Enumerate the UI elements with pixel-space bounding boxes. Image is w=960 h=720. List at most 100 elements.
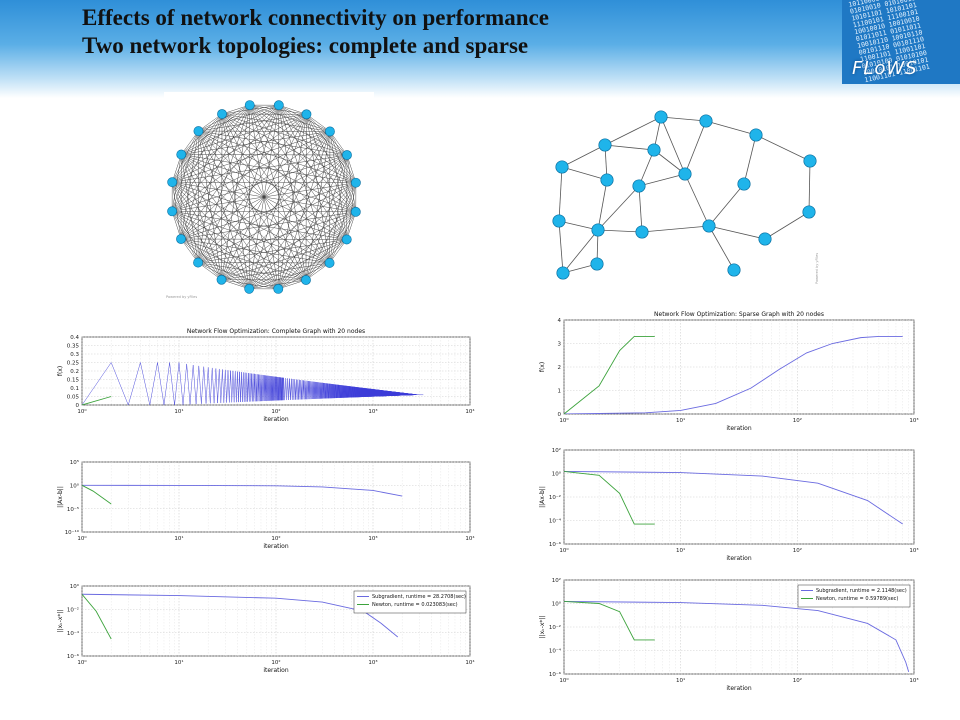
graph-node	[632, 179, 646, 193]
graph-edge	[221, 113, 330, 132]
plot-sparse-residual: 10⁻⁶ 10⁻⁴ 10⁻² 10⁰ 10² 10⁰ 10¹ 10² 10³ iteration |…	[534, 440, 930, 570]
graph-node	[635, 225, 649, 239]
graph-node	[802, 205, 816, 219]
graph-edge	[171, 130, 199, 212]
y-tick-label: 1	[558, 389, 562, 395]
x-tick-label: 10²	[271, 659, 280, 666]
series-line	[82, 593, 399, 638]
plot-title: Network Flow Optimization: Sparse Graph …	[654, 311, 824, 318]
sparse-graph-svg: Powered by yFiles	[552, 110, 819, 284]
graph-edge	[198, 131, 222, 280]
graph-edge	[198, 130, 307, 281]
plot-sparse-error-svg: 10⁻⁶ 10⁻⁴ 10⁻² 10⁰ 10² 10⁰ 10¹ 10² 10³ iteration |…	[539, 577, 919, 692]
y-axis-label: ||xₖ-x*||	[539, 616, 546, 639]
graph-edge	[172, 211, 307, 281]
graph-node	[552, 214, 566, 228]
series-group	[564, 470, 903, 525]
legend-box	[797, 584, 911, 608]
graph-edge	[305, 154, 348, 281]
graph-edge	[180, 238, 307, 281]
y-tick-label: 10⁵	[70, 459, 79, 466]
legend-label: Subgradient, runtime = 28.2708(sec)	[372, 594, 466, 600]
graph-node	[350, 206, 361, 217]
x-tick-label: 10³	[368, 659, 377, 666]
y-axis-label: ||Ax-b||	[57, 486, 64, 508]
graph-edge	[198, 130, 347, 240]
series-line	[564, 470, 903, 525]
graph-edge	[171, 182, 199, 263]
graph-edge	[755, 134, 811, 162]
graph-edge	[172, 105, 279, 183]
graph-node	[803, 154, 817, 168]
y-tick-label: 10⁻⁴	[549, 648, 562, 655]
graph-node	[600, 173, 614, 187]
x-axis-label: iteration	[726, 425, 752, 432]
graph-edge	[660, 116, 707, 122]
graph-edge	[221, 113, 330, 264]
plot-title: Network Flow Optimization: Complete Grap…	[187, 328, 365, 335]
graph-edge	[221, 105, 250, 280]
graph-edge	[249, 105, 307, 281]
graph-node	[167, 177, 178, 188]
legend-label: Newton, runtime = 0.023083(sec)	[372, 602, 458, 608]
graph-node	[749, 128, 763, 142]
legend-box	[353, 590, 467, 614]
graph-edge	[278, 182, 357, 290]
y-tick-label: 0.1	[70, 386, 79, 392]
graph-node	[727, 263, 741, 277]
graph-edge	[180, 113, 223, 240]
graph-edge	[249, 104, 356, 212]
series-line	[564, 470, 655, 525]
series-group	[564, 600, 910, 673]
graph-node	[273, 100, 284, 111]
y-axis-label: f(x)	[57, 366, 64, 376]
graph-edge	[198, 104, 279, 132]
x-tick-label: 10¹	[676, 417, 685, 424]
graph-edge	[708, 225, 766, 240]
graph-node	[273, 283, 284, 294]
graph-node	[325, 126, 335, 137]
graph-edge	[249, 104, 357, 183]
slide-title-line2: Two network topologies: complete and spa…	[82, 33, 529, 58]
x-tick-label: 10⁴	[465, 408, 475, 415]
y-axis-label: f(x)	[539, 362, 546, 372]
x-tick-label: 10⁰	[77, 408, 87, 415]
x-tick-label: 10³	[368, 535, 377, 542]
y-tick-label: 10²	[552, 577, 561, 584]
graph-edge	[181, 104, 250, 155]
y-tick-label: 10⁻²	[67, 607, 79, 614]
graph-edge	[171, 211, 279, 290]
graph-edge	[221, 113, 356, 183]
graph-edge	[278, 105, 280, 289]
plot-sparse-fx-svg: 0 1 2 3 4 10⁰ 10¹ 10² 10³ Network Flow Optimizati…	[539, 311, 919, 432]
graph-node	[699, 114, 713, 128]
graph-node	[647, 143, 661, 157]
x-axis-label: iteration	[263, 667, 289, 674]
graph-node	[702, 219, 716, 233]
graph-node	[301, 109, 312, 120]
x-axis-label: iteration	[726, 685, 752, 692]
series-line	[82, 593, 112, 640]
x-tick-label: 10⁰	[559, 547, 569, 554]
graph-node	[176, 149, 187, 160]
graph-edge	[171, 104, 250, 212]
graph-node	[556, 266, 570, 280]
graph-edge	[180, 238, 279, 290]
graph-edge	[604, 116, 662, 146]
y-tick-label: 0	[558, 412, 562, 418]
series-line	[564, 336, 655, 414]
graph-edge	[597, 185, 640, 231]
graph-edge	[180, 131, 331, 240]
graph-edge	[708, 225, 735, 271]
graph-edge	[221, 113, 348, 156]
graph-edge	[171, 211, 222, 280]
y-tick-label: 0.3	[70, 352, 79, 358]
graph-edge	[558, 166, 563, 222]
graph-edge	[180, 238, 330, 264]
graph-edge	[249, 104, 331, 132]
x-tick-label: 10⁰	[559, 677, 569, 684]
graph-edge	[180, 105, 250, 240]
graph-node	[591, 223, 605, 237]
series-line	[82, 362, 424, 405]
graph-edge	[278, 239, 347, 290]
